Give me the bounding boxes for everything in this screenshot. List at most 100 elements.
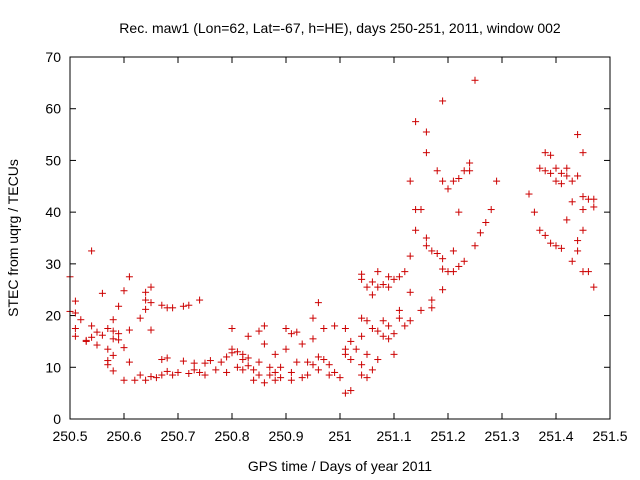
data-point xyxy=(142,288,150,296)
data-point xyxy=(223,368,231,376)
data-point xyxy=(255,371,263,379)
data-point xyxy=(395,306,403,314)
data-point xyxy=(147,326,155,334)
data-point xyxy=(104,357,112,365)
data-point xyxy=(471,76,479,84)
data-point xyxy=(228,325,236,332)
data-point xyxy=(158,301,166,309)
data-point xyxy=(298,340,306,348)
data-point xyxy=(428,296,436,304)
data-point xyxy=(574,131,582,139)
data-point xyxy=(260,340,268,348)
data-point xyxy=(455,175,463,183)
y-tick-label: 50 xyxy=(45,152,61,168)
y-tick-label: 60 xyxy=(45,101,61,117)
data-point xyxy=(449,268,457,276)
data-point xyxy=(255,327,263,335)
data-point xyxy=(169,304,177,312)
data-point xyxy=(439,255,447,263)
data-point xyxy=(568,257,576,265)
x-tick-label: 250.7 xyxy=(160,428,195,444)
data-point xyxy=(277,374,285,382)
data-point xyxy=(401,322,409,330)
data-point xyxy=(131,376,139,384)
data-point xyxy=(579,193,587,201)
data-point xyxy=(104,325,112,332)
data-point xyxy=(487,206,495,214)
data-point xyxy=(314,299,322,307)
data-point xyxy=(433,250,441,258)
y-tick-label: 20 xyxy=(45,308,61,324)
data-point xyxy=(71,325,79,332)
data-point xyxy=(417,306,425,314)
data-point xyxy=(395,273,403,281)
data-point xyxy=(260,322,268,330)
chart-title: Rec. maw1 (Lon=62, Lat=-67, h=HE), days … xyxy=(119,20,561,36)
data-point xyxy=(325,371,333,379)
data-point xyxy=(309,335,317,343)
data-point xyxy=(125,358,133,366)
y-tick-label: 40 xyxy=(45,204,61,220)
data-point xyxy=(309,314,317,322)
data-point xyxy=(98,331,106,339)
data-point xyxy=(444,185,452,193)
data-point xyxy=(217,358,225,366)
data-point xyxy=(368,366,376,374)
data-point xyxy=(574,247,582,255)
data-point xyxy=(271,368,279,376)
data-point xyxy=(244,362,252,370)
x-tick-label: 251 xyxy=(328,428,352,444)
data-point xyxy=(460,257,468,265)
data-point xyxy=(190,359,198,367)
data-point xyxy=(363,283,371,291)
data-point xyxy=(584,268,592,276)
data-point xyxy=(142,296,150,304)
data-point xyxy=(541,149,549,157)
data-point xyxy=(439,97,447,105)
data-point xyxy=(541,231,549,239)
data-point xyxy=(152,374,160,382)
data-point xyxy=(282,325,290,332)
data-point xyxy=(368,325,376,332)
data-point xyxy=(120,376,128,384)
data-point xyxy=(347,337,355,345)
data-point xyxy=(320,356,328,364)
data-point xyxy=(201,359,209,367)
data-point xyxy=(379,281,387,289)
data-point xyxy=(530,208,538,216)
data-point xyxy=(190,366,198,374)
data-point xyxy=(358,361,366,369)
data-point xyxy=(185,369,193,377)
data-point xyxy=(433,167,441,175)
x-tick-label: 250.6 xyxy=(106,428,141,444)
data-point xyxy=(352,345,360,353)
data-point xyxy=(422,149,430,157)
data-points xyxy=(66,76,598,397)
data-point xyxy=(557,180,565,188)
data-point xyxy=(358,275,366,283)
data-point xyxy=(228,349,236,357)
data-point xyxy=(455,262,463,270)
data-point xyxy=(541,167,549,175)
data-point xyxy=(466,159,474,167)
data-point xyxy=(244,332,252,340)
data-point xyxy=(298,374,306,382)
data-point xyxy=(574,237,582,245)
data-point xyxy=(147,299,155,307)
data-point xyxy=(136,371,144,379)
x-tick-label: 250.9 xyxy=(268,428,303,444)
data-point xyxy=(239,350,247,358)
data-point xyxy=(179,357,187,365)
data-point xyxy=(304,371,312,379)
data-point xyxy=(536,226,544,234)
x-tick-label: 251.1 xyxy=(376,428,411,444)
data-point xyxy=(406,288,414,296)
data-point xyxy=(579,149,587,157)
data-point xyxy=(406,252,414,260)
data-point xyxy=(223,353,231,361)
data-point xyxy=(185,301,193,309)
data-point xyxy=(471,242,479,250)
data-point xyxy=(71,332,79,340)
data-point xyxy=(233,363,241,371)
data-point xyxy=(449,247,457,255)
